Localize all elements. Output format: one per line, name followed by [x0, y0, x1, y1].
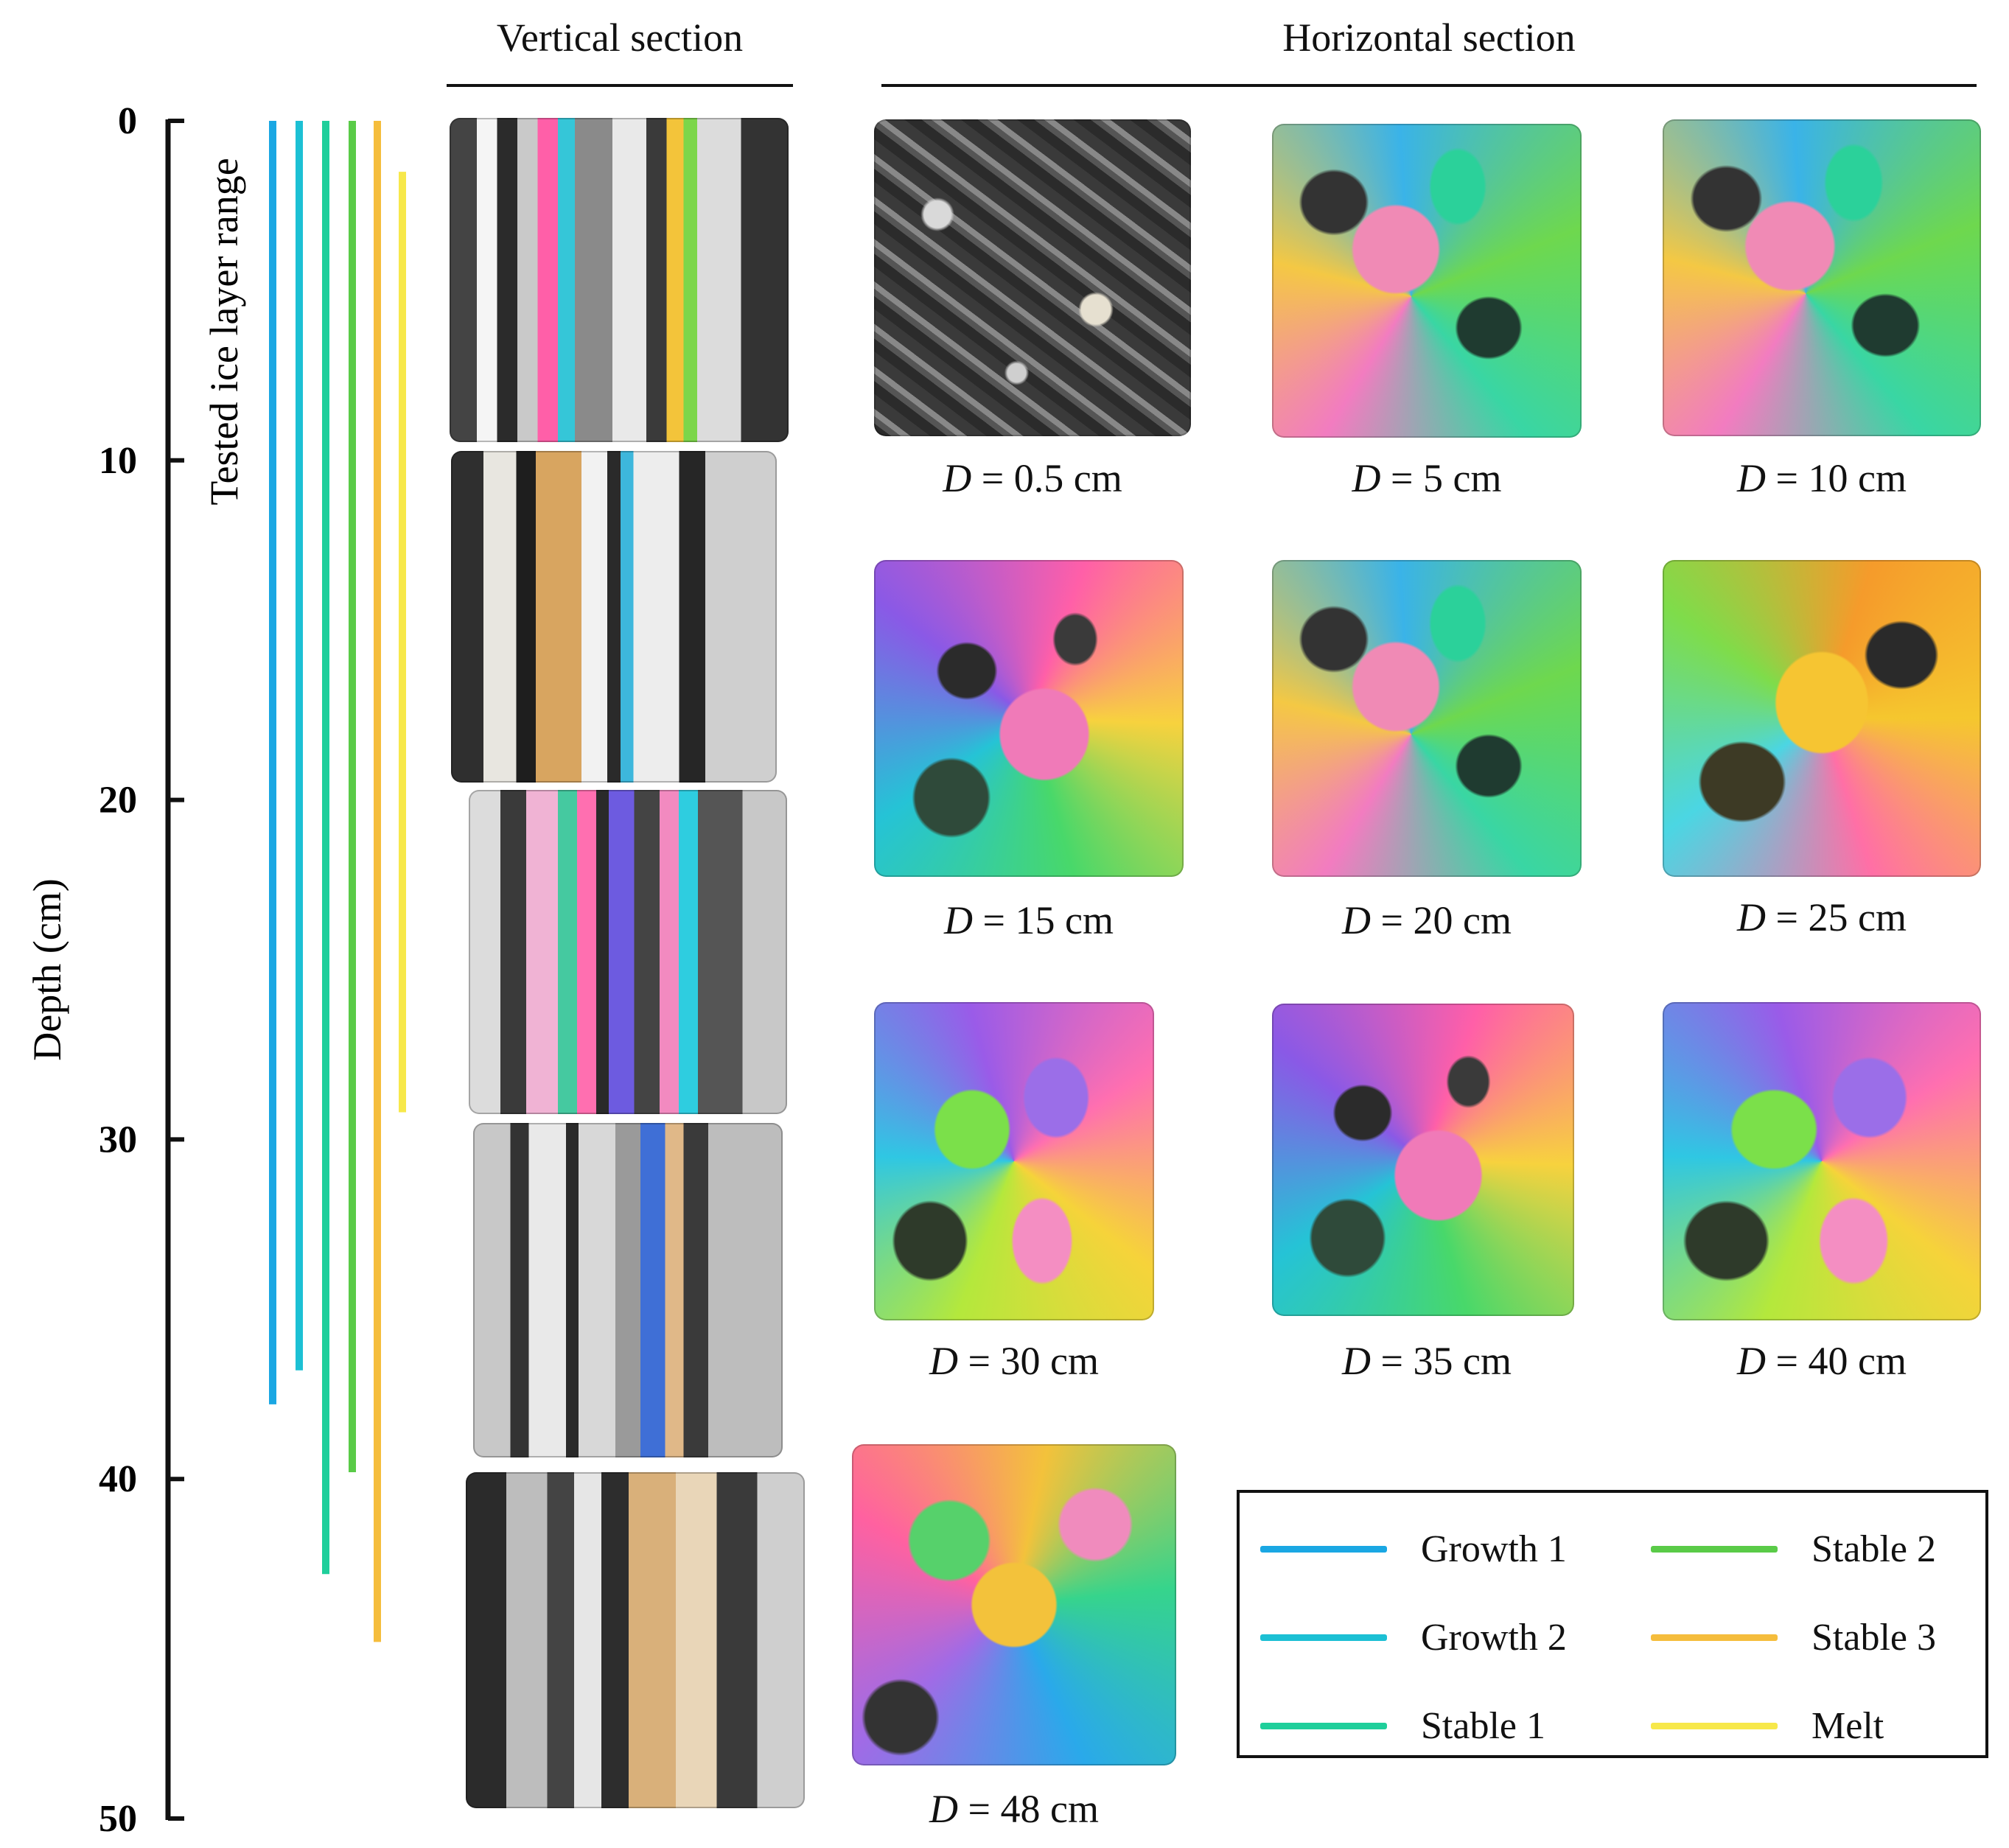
vertical-section-title: Vertical section	[496, 15, 744, 60]
depth-tick-label: 10	[99, 440, 137, 482]
legend-label: Stable 1	[1421, 1704, 1545, 1747]
tested-range-label: Tested ice layer range	[202, 158, 246, 505]
legend-label: Stable 3	[1811, 1616, 1936, 1659]
legend-label: Growth 1	[1421, 1527, 1567, 1570]
caption-15cm: D = 15 cm	[944, 898, 1114, 942]
horizontal-slab-25cm	[1663, 560, 1981, 877]
legend-item-stable-1: Stable 1	[1260, 1704, 1545, 1748]
caption-20cm: D = 20 cm	[1342, 898, 1512, 942]
horizontal-slab-30cm	[874, 1002, 1154, 1320]
legend-swatch	[1651, 1722, 1778, 1729]
depth-tick-label: 0	[118, 100, 137, 142]
vertical-slab-2	[451, 451, 777, 783]
legend-label: Stable 2	[1811, 1527, 1936, 1570]
depth-tick-label: 50	[99, 1798, 137, 1840]
caption-35cm: D = 35 cm	[1342, 1339, 1512, 1383]
depth-tick-label: 40	[99, 1458, 137, 1500]
vertical-section-rule	[447, 84, 793, 87]
horizontal-slab-0-5cm	[874, 119, 1191, 436]
horizontal-section-rule	[881, 84, 1977, 87]
horizontal-slab-40cm	[1663, 1002, 1981, 1320]
caption-30cm: D = 30 cm	[929, 1339, 1099, 1383]
horizontal-section-title: Horizontal section	[1282, 15, 1576, 60]
legend-swatch	[1651, 1634, 1778, 1641]
legend-item-growth-1: Growth 1	[1260, 1527, 1567, 1571]
caption-48cm: D = 48 cm	[929, 1787, 1099, 1831]
depth-tick-label: 30	[99, 1119, 137, 1161]
horizontal-slab-10cm	[1663, 119, 1981, 436]
legend-item-growth-2: Growth 2	[1260, 1615, 1567, 1659]
depth-axis-label: Depth (cm)	[25, 878, 69, 1060]
vertical-slab-5	[466, 1472, 805, 1808]
legend-item-melt: Melt	[1651, 1704, 1884, 1748]
caption-0-5cm: D = 0.5 cm	[943, 456, 1122, 500]
caption-40cm: D = 40 cm	[1737, 1339, 1907, 1383]
caption-5cm: D = 5 cm	[1352, 456, 1502, 500]
legend-item-stable-3: Stable 3	[1651, 1615, 1936, 1659]
horizontal-slab-20cm	[1272, 560, 1582, 877]
horizontal-slab-5cm	[1272, 124, 1582, 438]
horizontal-slab-15cm	[874, 560, 1184, 877]
legend-swatch	[1260, 1634, 1387, 1641]
depth-tick-label: 20	[99, 780, 137, 822]
legend: Growth 1 Stable 2 Growth 2 Stable 3 Stab…	[1237, 1490, 1988, 1758]
legend-item-stable-2: Stable 2	[1651, 1527, 1936, 1571]
legend-label: Growth 2	[1421, 1616, 1567, 1659]
depth-axis-panel: 0 10 20 30 40 50 Depth (cm) Tested ice layer ra…	[25, 100, 406, 1840]
legend-swatch	[1260, 1722, 1387, 1729]
horizontal-slab-48cm	[852, 1444, 1176, 1765]
legend-swatch	[1260, 1545, 1387, 1553]
vertical-slab-1	[450, 118, 789, 442]
horizontal-slab-35cm	[1272, 1004, 1574, 1316]
legend-swatch	[1651, 1545, 1778, 1553]
legend-label: Melt	[1811, 1704, 1884, 1747]
caption-10cm: D = 10 cm	[1737, 456, 1907, 500]
caption-25cm: D = 25 cm	[1737, 895, 1907, 939]
vertical-slab-4	[473, 1123, 783, 1457]
vertical-slab-3	[469, 790, 787, 1114]
